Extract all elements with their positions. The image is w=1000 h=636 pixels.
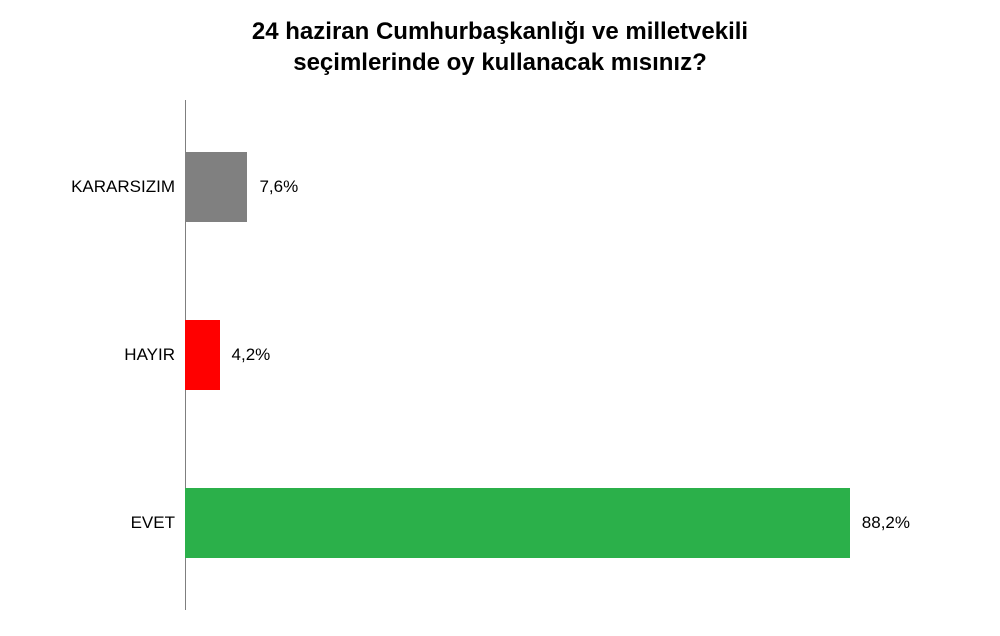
chart-container: 24 haziran Cumhurbaşkanlığı ve milletvek… <box>0 0 1000 636</box>
chart-title: 24 haziran Cumhurbaşkanlığı ve milletvek… <box>0 16 1000 78</box>
chart-plot-area: KARARSIZIM7,6% HAYIR4,2% EVET88,2% <box>185 100 910 610</box>
category-label: KARARSIZIM <box>71 177 185 197</box>
value-label: 7,6% <box>247 177 298 197</box>
bar <box>185 320 220 390</box>
bar <box>185 488 850 558</box>
bar <box>185 152 247 222</box>
value-label: 4,2% <box>220 345 271 365</box>
category-label: EVET <box>131 513 185 533</box>
bar-row: KARARSIZIM7,6% <box>185 152 910 222</box>
bar-row: HAYIR4,2% <box>185 320 910 390</box>
value-label: 88,2% <box>850 513 910 533</box>
bar-row: EVET88,2% <box>185 488 910 558</box>
category-label: HAYIR <box>124 345 185 365</box>
